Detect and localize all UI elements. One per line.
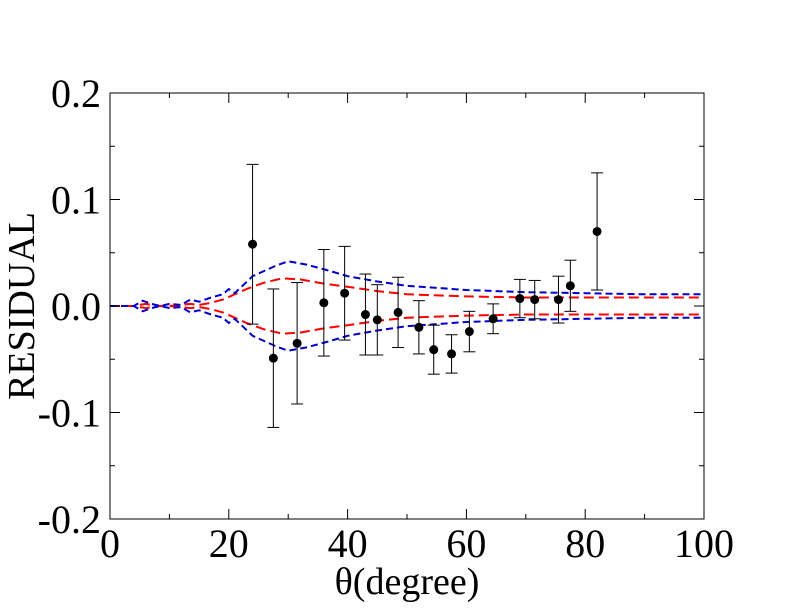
band-curves <box>110 260 704 352</box>
y-tick-label: 0.2 <box>51 71 101 116</box>
data-point <box>429 345 439 355</box>
data-point <box>268 353 278 363</box>
data-point <box>340 288 350 298</box>
x-tick-labels: 0 20 40 60 80 100 <box>100 521 734 566</box>
data-point <box>592 226 602 236</box>
curve-red-lower <box>110 305 704 335</box>
y-axis-title: RESIDUAL <box>1 212 43 400</box>
x-tick-label: 20 <box>209 521 249 566</box>
data-point <box>319 298 329 308</box>
y-tick-label: 0.1 <box>51 178 101 223</box>
y-tick-label: 0.0 <box>51 284 101 329</box>
data-point <box>464 327 474 337</box>
data-point <box>360 310 370 320</box>
data-points <box>246 163 604 428</box>
data-point <box>393 307 403 317</box>
x-axis-title: θ(degree) <box>335 561 480 603</box>
data-point <box>414 322 424 332</box>
x-tick-label: 40 <box>328 521 368 566</box>
data-point <box>372 315 382 325</box>
plot-frame <box>109 92 705 520</box>
x-tick-label: 80 <box>565 521 605 566</box>
data-point <box>565 281 575 291</box>
curve-blue-lower <box>110 304 704 352</box>
x-tick-label: 0 <box>100 521 120 566</box>
data-point <box>447 349 457 359</box>
data-point <box>515 294 525 304</box>
y-tick-labels: -0.2 -0.1 0.0 0.1 0.2 <box>38 71 101 542</box>
x-tick-label: 60 <box>446 521 486 566</box>
data-point <box>488 314 498 324</box>
x-tick-label: 100 <box>674 521 734 566</box>
y-tick-label: -0.2 <box>38 497 101 542</box>
data-point <box>530 295 540 305</box>
data-point <box>292 338 302 348</box>
data-point <box>248 239 258 249</box>
y-tick-label: -0.1 <box>38 391 101 436</box>
data-point <box>553 295 563 305</box>
curve-red-upper <box>110 277 704 307</box>
